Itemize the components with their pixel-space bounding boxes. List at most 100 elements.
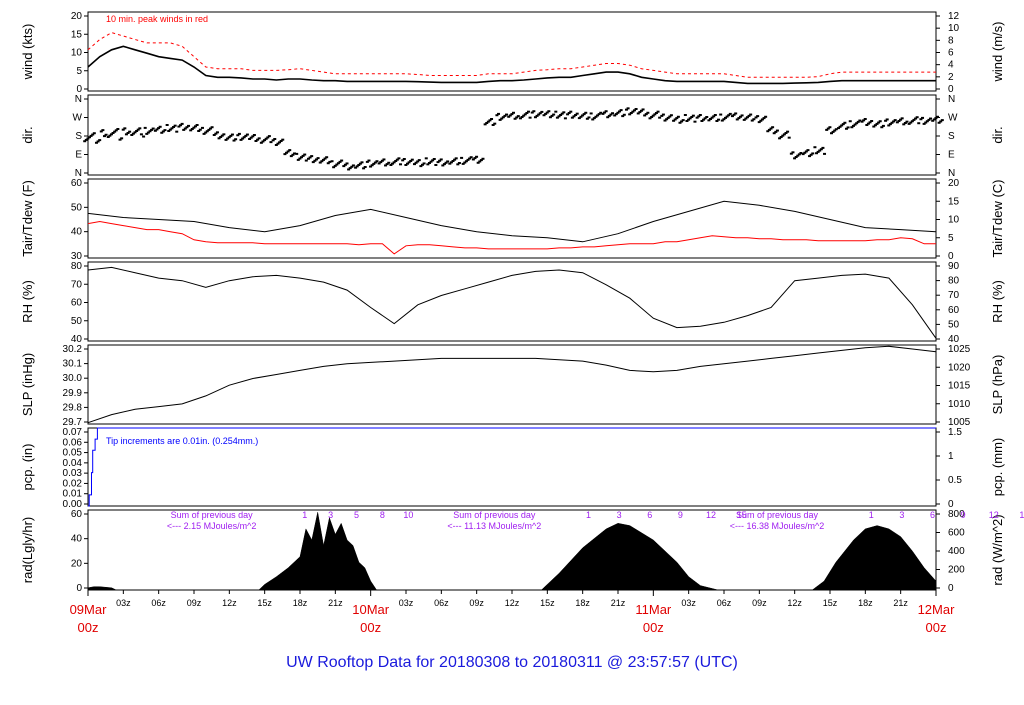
dir-point [182, 128, 186, 131]
left-tick-label: 30.0 [63, 373, 83, 384]
right-tick-label: 1005 [948, 417, 971, 428]
dir-point [619, 109, 623, 112]
dir-point [453, 158, 457, 161]
dir-point [846, 126, 850, 129]
dir-point [111, 132, 115, 134]
dir-point [490, 118, 494, 120]
right-tick-label: 1 [948, 451, 954, 462]
dir-point [180, 122, 184, 125]
right-tick-label: 12 [948, 11, 960, 22]
dir-point [603, 111, 607, 114]
dir-point [887, 124, 891, 127]
dir-point [308, 156, 312, 159]
dir-point [535, 114, 539, 117]
dir-point [766, 130, 770, 133]
dir-point [190, 128, 194, 130]
dir-point [497, 112, 501, 115]
left-tick-label: N [75, 94, 82, 105]
dir-point [116, 128, 120, 130]
dir-point [155, 128, 159, 131]
dir-point [114, 129, 118, 132]
dir-point [636, 112, 640, 115]
dir-point [86, 137, 90, 140]
dir-point [522, 114, 526, 117]
dir-point [259, 141, 263, 144]
dir-point [130, 134, 134, 136]
dir-point [245, 133, 249, 136]
dir-point [687, 118, 691, 121]
x-tick-label: 09z [187, 598, 202, 608]
dir-point [464, 160, 468, 163]
sun-hour-label: 9 [678, 510, 683, 520]
left-tick-label: 0 [76, 583, 82, 594]
left-tick-label: 30.1 [63, 359, 83, 370]
dir-point [747, 114, 751, 117]
dir-point [449, 161, 453, 164]
dir-point [890, 121, 894, 124]
left-tick-label: 60 [71, 178, 83, 189]
dir-point [133, 131, 137, 134]
dir-point [786, 130, 790, 133]
dir-point [426, 163, 430, 166]
dir-point [836, 127, 840, 130]
day-label-time: 00z [926, 620, 947, 635]
right-axis-title: dir. [990, 126, 1005, 143]
left-tick-label: S [75, 131, 82, 142]
left-tick-label: 29.8 [63, 402, 83, 413]
dir-point [316, 157, 320, 160]
dir-point [875, 122, 879, 125]
panel-slp: 29.7 29.8 29.9 30.0 30.1 30.2 1005 1010 1015 1020… [20, 344, 1005, 428]
dir-point [313, 159, 317, 162]
dir-point [740, 114, 744, 117]
dir-point [271, 139, 275, 142]
dir-point [92, 132, 96, 135]
dir-point [604, 110, 608, 113]
dir-point [734, 112, 738, 115]
dir-point [414, 161, 418, 164]
dir-point [709, 118, 713, 120]
dir-point [106, 136, 110, 138]
dir-point [242, 136, 246, 139]
dir-point [351, 164, 355, 167]
x-tick-label: 06z [151, 598, 166, 608]
dir-point [754, 116, 758, 119]
x-tick-label: 18z [858, 598, 873, 608]
dir-point [884, 119, 888, 122]
dir-point [429, 160, 433, 163]
left-tick-label: W [73, 113, 83, 124]
dir-point [145, 132, 149, 135]
dir-point [851, 124, 855, 127]
dir-point [728, 112, 732, 115]
dir-point [582, 113, 586, 116]
day-label-time: 00z [643, 620, 664, 635]
dir-point [102, 135, 106, 138]
dir-point [808, 155, 812, 158]
right-axis-title: RH (%) [990, 280, 1005, 323]
dir-point [909, 121, 913, 124]
dir-point [831, 130, 835, 133]
dir-point [157, 127, 161, 130]
dir-point [683, 114, 687, 116]
dir-point [325, 156, 329, 159]
dir-point [697, 115, 701, 118]
dir-point [801, 153, 805, 156]
dir-point [893, 119, 897, 122]
dir-point [89, 134, 93, 137]
dir-point [148, 130, 152, 133]
right-tick-label: 200 [948, 565, 965, 576]
right-tick-label: W [948, 113, 958, 124]
dir-point [407, 161, 411, 164]
dir-point [639, 109, 643, 112]
dir-point [485, 122, 489, 124]
dir-point [320, 160, 324, 163]
dir-point [712, 115, 716, 118]
dir-point [902, 123, 906, 126]
dir-point [142, 135, 146, 138]
dir-point [286, 150, 290, 153]
dir-point [252, 134, 256, 136]
dir-point [840, 124, 844, 127]
dir-point [422, 162, 426, 165]
x-tick-label: 18z [575, 598, 590, 608]
dir-point [799, 152, 803, 154]
right-tick-label: 1020 [948, 362, 971, 373]
